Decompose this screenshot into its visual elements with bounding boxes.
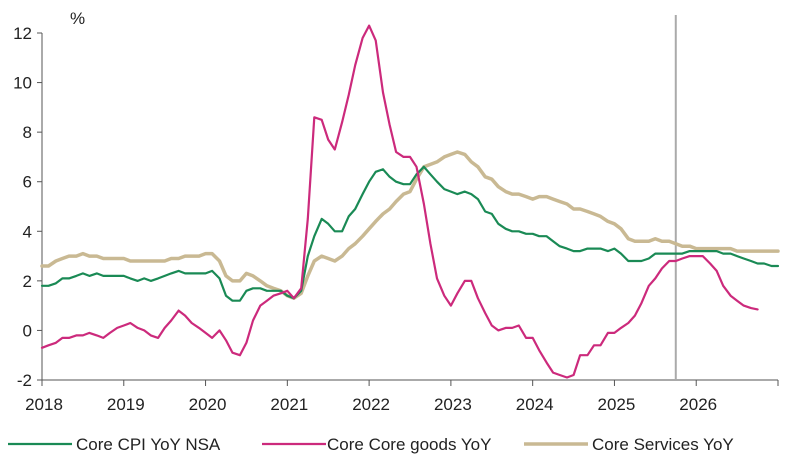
x-ticks: 2018 2019 2020 2021 2022 2023 2024 2025 2026 [25, 380, 779, 414]
legend-label: Core Services YoY [592, 435, 734, 454]
x-tick-label: 2026 [679, 395, 717, 414]
x-tick-label: 2022 [352, 395, 390, 414]
y-tick-label: 8 [23, 123, 32, 142]
legend: Core CPI YoY NSA Core Core goods YoY Core … [8, 435, 734, 454]
y-ticks: -2 0 2 4 6 8 10 12 [13, 24, 42, 390]
y-tick-label: 6 [23, 173, 32, 192]
y-tick-label: 4 [23, 222, 32, 241]
y-tick-label: 12 [13, 24, 32, 43]
series-line-core-core-goods-yoy [40, 24, 759, 379]
series-line-core-cpi-yoy-nsa [40, 165, 780, 302]
legend-label: Core Core goods YoY [327, 435, 491, 454]
legend-label: Core CPI YoY NSA [76, 435, 221, 454]
series-line-core-services-yoy [40, 150, 780, 300]
series-lines [40, 24, 780, 379]
y-tick-label: 10 [13, 74, 32, 93]
y-tick-label: 0 [23, 321, 32, 340]
x-tick-label: 2018 [25, 395, 63, 414]
y-tick-label: 2 [23, 272, 32, 291]
x-tick-label: 2024 [516, 395, 554, 414]
y-unit-label: % [70, 9, 85, 28]
x-tick-label: 2020 [189, 395, 227, 414]
x-tick-label: 2019 [107, 395, 145, 414]
x-tick-label: 2021 [270, 395, 308, 414]
x-tick-label: 2023 [434, 395, 472, 414]
y-tick-label: -2 [17, 371, 32, 390]
x-tick-label: 2025 [598, 395, 636, 414]
